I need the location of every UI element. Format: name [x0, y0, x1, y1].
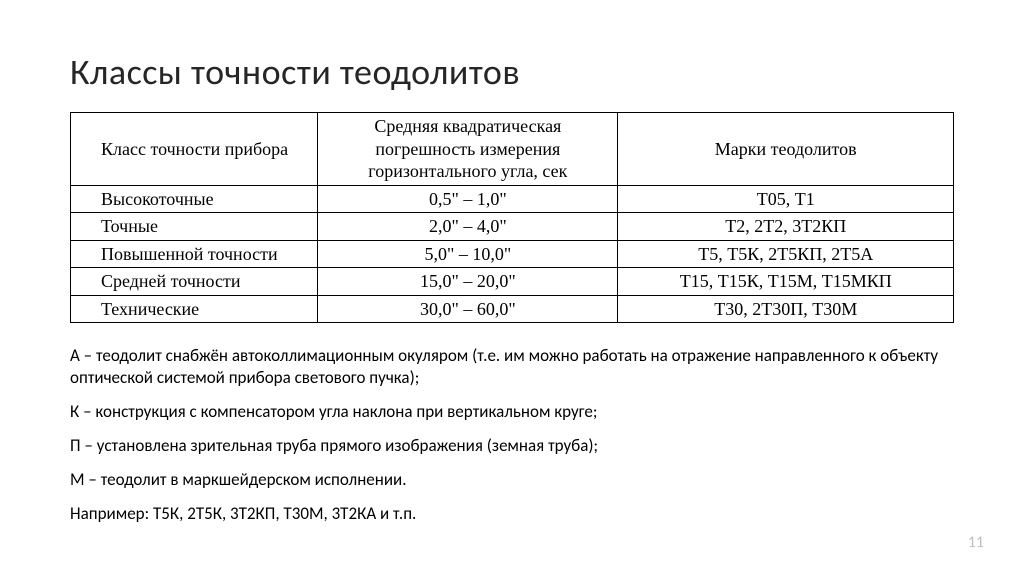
col-header-text: Средняя квадратическая погрешность измер… [368, 116, 567, 181]
note-line: А – теодолит снабжён автоколлимационным … [70, 345, 954, 389]
accuracy-table: Класс точности прибора Средняя квадратич… [70, 112, 954, 323]
table-row: Средней точности 15,0" – 20,0" Т15, Т15К… [71, 268, 954, 296]
cell-marks: Т05, Т1 [618, 185, 954, 213]
col-header-error: Средняя квадратическая погрешность измер… [318, 113, 618, 186]
col-header-text: Марки теодолитов [715, 139, 857, 159]
table-row: Точные 2,0" – 4,0" Т2, 2Т2, 3Т2КП [71, 213, 954, 241]
cell-class: Средней точности [71, 268, 318, 296]
col-header-text: Класс точности прибора [101, 139, 288, 159]
cell-class: Точные [71, 213, 318, 241]
page-title: Классы точности теодолитов [70, 50, 954, 94]
table-header-row: Класс точности прибора Средняя квадратич… [71, 113, 954, 186]
cell-marks: Т2, 2Т2, 3Т2КП [618, 213, 954, 241]
note-line: К – конструкция с компенсатором угла нак… [70, 401, 954, 423]
cell-error: 2,0" – 4,0" [318, 213, 618, 241]
col-header-class: Класс точности прибора [71, 113, 318, 186]
notes-block: А – теодолит снабжён автоколлимационным … [70, 345, 954, 526]
cell-class: Технические [71, 295, 318, 323]
cell-class: Высокоточные [71, 185, 318, 213]
note-line: П – установлена зрительная труба прямого… [70, 435, 954, 457]
cell-class: Повышенной точности [71, 240, 318, 268]
cell-error: 30,0" – 60,0" [318, 295, 618, 323]
cell-error: 15,0" – 20,0" [318, 268, 618, 296]
cell-marks: Т5, Т5К, 2Т5КП, 2Т5А [618, 240, 954, 268]
table-row: Высокоточные 0,5" – 1,0" Т05, Т1 [71, 185, 954, 213]
table-row: Повышенной точности 5,0" – 10,0" Т5, Т5К… [71, 240, 954, 268]
table-row: Технические 30,0" – 60,0" Т30, 2Т30П, Т3… [71, 295, 954, 323]
note-line: М – теодолит в маркшейдерском исполнении… [70, 469, 954, 491]
cell-marks: Т30, 2Т30П, Т30М [618, 295, 954, 323]
col-header-marks: Марки теодолитов [618, 113, 954, 186]
cell-error: 0,5" – 1,0" [318, 185, 618, 213]
note-line: Например: Т5К, 2Т5К, 3Т2КП, Т30М, 3Т2КА … [70, 503, 954, 525]
slide: Классы точности теодолитов Класс точност… [0, 0, 1024, 574]
page-number: 11 [968, 533, 984, 552]
cell-error: 5,0" – 10,0" [318, 240, 618, 268]
cell-marks: Т15, Т15К, Т15М, Т15МКП [618, 268, 954, 296]
